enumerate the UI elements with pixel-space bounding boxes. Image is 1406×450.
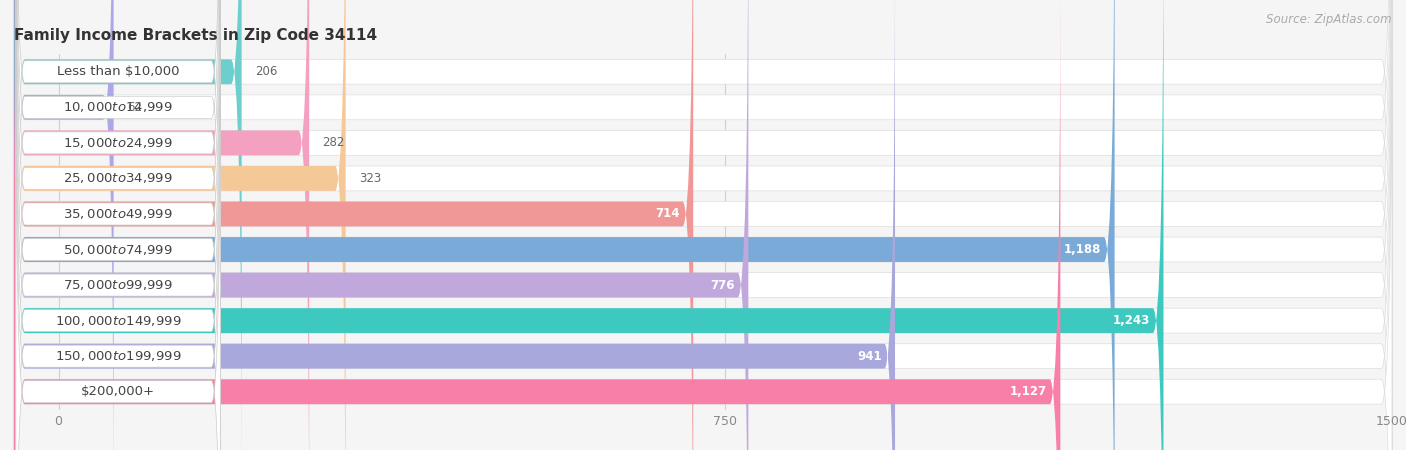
- Text: 714: 714: [655, 207, 681, 220]
- FancyBboxPatch shape: [14, 0, 1115, 450]
- Text: Less than $10,000: Less than $10,000: [56, 65, 180, 78]
- FancyBboxPatch shape: [14, 0, 1392, 450]
- Text: 323: 323: [359, 172, 381, 185]
- FancyBboxPatch shape: [14, 0, 1392, 450]
- FancyBboxPatch shape: [14, 0, 1392, 450]
- FancyBboxPatch shape: [14, 0, 1392, 450]
- FancyBboxPatch shape: [14, 0, 1060, 450]
- Text: 1,243: 1,243: [1114, 314, 1150, 327]
- Text: $75,000 to $99,999: $75,000 to $99,999: [63, 278, 173, 292]
- FancyBboxPatch shape: [14, 0, 1392, 450]
- Text: 1,127: 1,127: [1010, 385, 1047, 398]
- FancyBboxPatch shape: [14, 0, 1392, 450]
- Text: $15,000 to $24,999: $15,000 to $24,999: [63, 136, 173, 150]
- FancyBboxPatch shape: [14, 0, 242, 450]
- FancyBboxPatch shape: [15, 0, 221, 450]
- FancyBboxPatch shape: [14, 0, 346, 450]
- FancyBboxPatch shape: [14, 0, 114, 450]
- FancyBboxPatch shape: [14, 0, 1164, 450]
- FancyBboxPatch shape: [15, 12, 221, 450]
- FancyBboxPatch shape: [14, 0, 1392, 450]
- Text: $25,000 to $34,999: $25,000 to $34,999: [63, 171, 173, 185]
- Text: 282: 282: [322, 136, 344, 149]
- FancyBboxPatch shape: [15, 0, 221, 450]
- Text: 941: 941: [858, 350, 882, 363]
- FancyBboxPatch shape: [14, 0, 1392, 450]
- FancyBboxPatch shape: [14, 0, 309, 450]
- FancyBboxPatch shape: [14, 0, 693, 450]
- FancyBboxPatch shape: [14, 0, 748, 450]
- FancyBboxPatch shape: [15, 47, 221, 450]
- Text: $10,000 to $14,999: $10,000 to $14,999: [63, 100, 173, 114]
- FancyBboxPatch shape: [14, 0, 896, 450]
- FancyBboxPatch shape: [15, 0, 221, 450]
- Text: 1,188: 1,188: [1064, 243, 1101, 256]
- FancyBboxPatch shape: [15, 0, 221, 416]
- FancyBboxPatch shape: [14, 0, 1392, 450]
- Text: $35,000 to $49,999: $35,000 to $49,999: [63, 207, 173, 221]
- FancyBboxPatch shape: [15, 0, 221, 450]
- FancyBboxPatch shape: [15, 0, 221, 450]
- Text: 776: 776: [710, 279, 735, 292]
- FancyBboxPatch shape: [14, 0, 1392, 450]
- Text: 206: 206: [254, 65, 277, 78]
- Text: Family Income Brackets in Zip Code 34114: Family Income Brackets in Zip Code 34114: [14, 28, 377, 43]
- Text: $150,000 to $199,999: $150,000 to $199,999: [55, 349, 181, 363]
- Text: $100,000 to $149,999: $100,000 to $149,999: [55, 314, 181, 328]
- Text: $50,000 to $74,999: $50,000 to $74,999: [63, 243, 173, 256]
- FancyBboxPatch shape: [15, 0, 221, 450]
- Text: $200,000+: $200,000+: [82, 385, 155, 398]
- Text: Source: ZipAtlas.com: Source: ZipAtlas.com: [1267, 14, 1392, 27]
- FancyBboxPatch shape: [15, 0, 221, 450]
- Text: 62: 62: [127, 101, 142, 114]
